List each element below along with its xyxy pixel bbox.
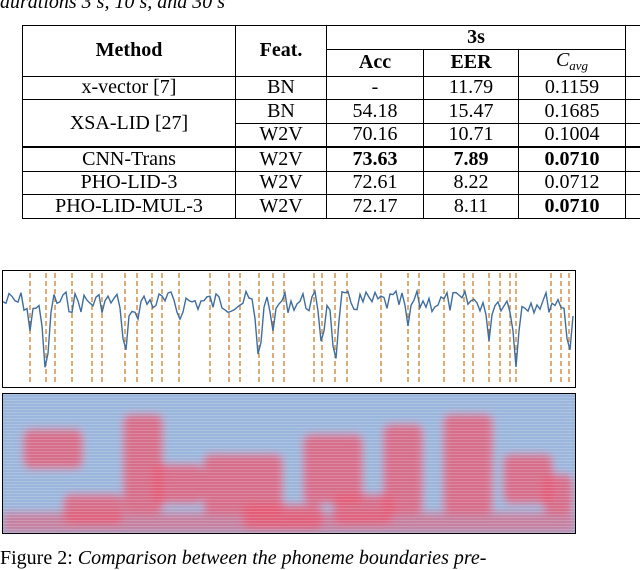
cell-eer: 8.11 bbox=[424, 195, 519, 219]
header-feat: Feat. bbox=[236, 26, 327, 77]
table-row: PHO-LID-3 W2V 72.61 8.22 0.0712 bbox=[23, 171, 640, 195]
table-row: XSA-LID [27] BN 54.18 15.47 0.1685 bbox=[23, 100, 640, 124]
cell-method: PHO-LID-MUL-3 bbox=[23, 195, 236, 219]
preceding-caption-text: durations 3 s, 10 s, and 30 s bbox=[0, 0, 640, 14]
header-3s-group: 3s bbox=[327, 26, 626, 50]
cell-cutoff bbox=[626, 195, 640, 219]
cell-cavg: 0.0710 bbox=[519, 195, 626, 219]
cell-cutoff bbox=[626, 100, 640, 124]
cell-cavg: 0.0710 bbox=[519, 147, 626, 171]
cell-cutoff bbox=[626, 171, 640, 195]
cell-acc: - bbox=[327, 76, 424, 100]
waveform-plot bbox=[3, 271, 575, 387]
table-cutoff-column bbox=[626, 26, 640, 77]
cell-acc: 72.61 bbox=[327, 171, 424, 195]
cell-feat: W2V bbox=[236, 195, 327, 219]
results-table: Method Feat. 3s Acc EER Cavg x-vector [7… bbox=[22, 25, 640, 219]
cell-cavg: 0.1004 bbox=[519, 123, 626, 147]
cell-feat: W2V bbox=[236, 147, 327, 171]
cell-cavg: 0.1159 bbox=[519, 76, 626, 100]
cell-eer: 8.22 bbox=[424, 171, 519, 195]
cell-method: XSA-LID [27] bbox=[23, 100, 236, 148]
cell-feat: W2V bbox=[236, 171, 327, 195]
cell-cavg: 0.0712 bbox=[519, 171, 626, 195]
cell-feat: BN bbox=[236, 100, 327, 124]
table-row: CNN-Trans W2V 73.63 7.89 0.0710 bbox=[23, 147, 640, 171]
cell-acc: 72.17 bbox=[327, 195, 424, 219]
waveform-line bbox=[3, 291, 573, 367]
header-acc: Acc bbox=[327, 49, 424, 76]
cell-acc: 54.18 bbox=[327, 100, 424, 124]
waveform-panel bbox=[2, 270, 576, 388]
cell-cutoff bbox=[626, 123, 640, 147]
header-method: Method bbox=[23, 26, 236, 77]
cell-eer: 11.79 bbox=[424, 76, 519, 100]
cell-eer: 10.71 bbox=[424, 123, 519, 147]
table-row: x-vector [7] BN - 11.79 0.1159 bbox=[23, 76, 640, 100]
cell-cavg: 0.1685 bbox=[519, 100, 626, 124]
cell-method: CNN-Trans bbox=[23, 147, 236, 171]
cell-feat: W2V bbox=[236, 123, 327, 147]
header-eer: EER bbox=[424, 49, 519, 76]
cell-acc: 70.16 bbox=[327, 123, 424, 147]
cell-eer: 7.89 bbox=[424, 147, 519, 171]
spectrogram-panel bbox=[2, 393, 576, 534]
cell-method: PHO-LID-3 bbox=[23, 171, 236, 195]
header-cavg: Cavg bbox=[519, 49, 626, 76]
cell-feat: BN bbox=[236, 76, 327, 100]
cell-cutoff bbox=[626, 76, 640, 100]
figure-caption: Figure 2: Comparison between the phoneme… bbox=[0, 546, 640, 570]
cell-acc: 73.63 bbox=[327, 147, 424, 171]
table-header-row: Method Feat. 3s bbox=[23, 26, 640, 50]
cell-eer: 15.47 bbox=[424, 100, 519, 124]
spectrogram-image bbox=[3, 394, 575, 533]
cell-method: x-vector [7] bbox=[23, 76, 236, 100]
table-row: PHO-LID-MUL-3 W2V 72.17 8.11 0.0710 bbox=[23, 195, 640, 219]
cell-cutoff bbox=[626, 147, 640, 171]
